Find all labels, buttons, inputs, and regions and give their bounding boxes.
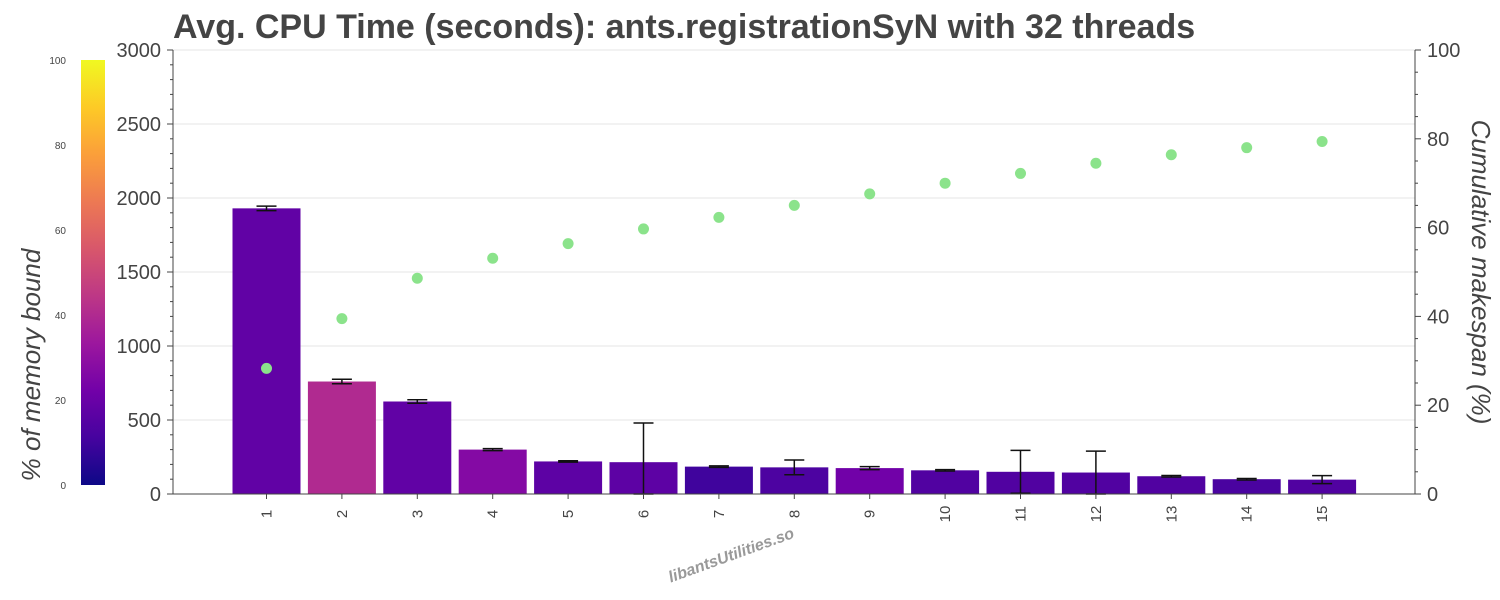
error-bar-8 (784, 459, 805, 476)
bar-9 (835, 468, 904, 494)
colorbar-tick-label: 40 (55, 311, 67, 322)
point-1 (261, 362, 272, 374)
point-3 (411, 272, 423, 284)
error-bars (256, 205, 1333, 495)
x-tick-label-11: 11 (1013, 506, 1030, 522)
point-7 (713, 211, 725, 223)
bar-4 (458, 449, 527, 494)
point-15 (1316, 135, 1328, 147)
x-axis: 1 2 3 4 5 6 7 8 9 10 11 12 13 14 15 (173, 493, 1415, 523)
x-tick-label-3: 3 (409, 510, 426, 518)
point-11 (1015, 167, 1026, 179)
left-tick-label: 0 (150, 484, 161, 506)
bar-3 (383, 401, 452, 494)
point-8 (788, 199, 800, 211)
left-tick-label: 2500 (117, 114, 162, 136)
x-tick-label-5: 5 (560, 510, 577, 518)
point-2 (336, 313, 348, 325)
bar-series (232, 208, 1357, 495)
point-5 (562, 238, 574, 250)
left-tick-label: 3000 (117, 40, 162, 62)
x-tick-label-10: 10 (937, 506, 954, 523)
colorbar (81, 60, 105, 485)
bar-5 (534, 461, 603, 494)
bar-14 (1212, 479, 1281, 494)
error-bar-13 (1161, 474, 1182, 478)
x-tick-label-15: 15 (1314, 506, 1331, 523)
x-tick-label-4: 4 (485, 510, 502, 518)
error-bar-14 (1236, 477, 1257, 481)
point-4 (487, 252, 499, 264)
right-tick-label: 60 (1427, 218, 1449, 240)
colorbar-tick-label: 0 (60, 481, 66, 492)
error-bar-2 (331, 378, 352, 385)
x-tick-label-14: 14 (1239, 506, 1256, 523)
bar-1 (232, 208, 301, 495)
bar-2 (307, 381, 376, 494)
colorbar-tick-label: 60 (55, 226, 67, 237)
right-tick-label: 80 (1427, 129, 1449, 151)
bar-15 (1288, 479, 1357, 494)
error-bar-5 (558, 459, 579, 463)
point-9 (864, 188, 876, 200)
x-tick-label-9: 9 (862, 510, 879, 518)
chart-title: Avg. CPU Time (seconds): ants.registrati… (173, 8, 1195, 46)
left-tick-label: 1500 (117, 262, 162, 284)
library-annotation: libantsUtilities.so (666, 525, 797, 586)
right-tick-label: 0 (1427, 484, 1438, 506)
error-bar-10 (935, 468, 956, 472)
makespan-points (261, 135, 1328, 374)
grid-lines (173, 49, 1415, 495)
right-axis-label: Cumulative makespan (%) (1466, 120, 1496, 425)
right-tick-label: 40 (1427, 306, 1449, 328)
point-6 (638, 223, 649, 235)
right-tick-label: 20 (1427, 395, 1449, 417)
x-tick-label-7: 7 (711, 510, 728, 518)
error-bar-1 (256, 205, 277, 212)
point-12 (1090, 157, 1102, 169)
colorbar-tick-label: 100 (49, 56, 66, 67)
x-tick-label-1: 1 (259, 510, 276, 518)
point-13 (1165, 149, 1177, 161)
left-tick-label: 500 (128, 410, 161, 432)
right-axis: 0 20 40 60 80 100 (1414, 40, 1460, 506)
right-tick-label: 100 (1427, 40, 1460, 62)
error-bar-9 (859, 465, 880, 471)
error-bar-11 (1010, 449, 1031, 495)
point-14 (1241, 142, 1253, 154)
error-bar-4 (482, 447, 503, 452)
colorbar-gradient (81, 60, 105, 485)
left-axis: 0 500 1000 1500 2000 2500 3000 (117, 40, 174, 506)
error-bar-7 (708, 465, 729, 469)
x-tick-label-13: 13 (1163, 506, 1180, 523)
colorbar-label: % of memory bound (16, 247, 46, 481)
x-tick-label-12: 12 (1088, 506, 1105, 523)
bar-10 (911, 470, 980, 494)
x-tick-label-6: 6 (636, 510, 653, 518)
left-tick-label: 2000 (117, 188, 162, 210)
bar-13 (1137, 476, 1206, 494)
bar-7 (684, 466, 753, 494)
error-bar-15 (1312, 474, 1333, 485)
colorbar-ticks: 0 20 40 60 80 100 (49, 56, 66, 492)
colorbar-tick-label: 80 (55, 141, 67, 152)
point-10 (939, 177, 951, 189)
x-tick-label-2: 2 (334, 510, 351, 518)
x-tick-label-8: 8 (786, 510, 803, 518)
error-bar-3 (407, 398, 428, 405)
left-tick-label: 1000 (117, 336, 162, 358)
colorbar-tick-label: 20 (55, 396, 67, 407)
